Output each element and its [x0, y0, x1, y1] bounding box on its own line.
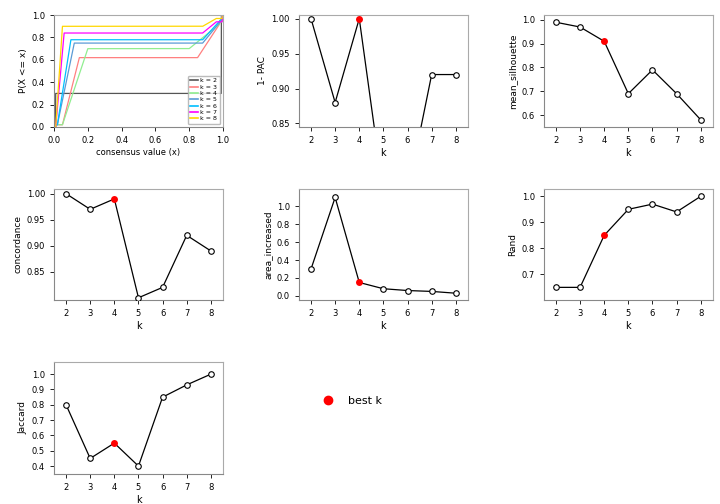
Y-axis label: mean_silhouette: mean_silhouette — [508, 33, 518, 109]
Legend: best k: best k — [313, 392, 387, 410]
Y-axis label: Jaccard: Jaccard — [19, 401, 27, 434]
X-axis label: consensus value (x): consensus value (x) — [96, 148, 181, 157]
X-axis label: k: k — [381, 148, 386, 158]
Legend: k = 2, k = 3, k = 4, k = 5, k = 6, k = 7, k = 8: k = 2, k = 3, k = 4, k = 5, k = 6, k = 7… — [188, 76, 220, 124]
Y-axis label: 1- PAC: 1- PAC — [258, 56, 267, 86]
Y-axis label: P(X <= x): P(X <= x) — [19, 49, 27, 93]
Y-axis label: concordance: concordance — [13, 215, 22, 274]
X-axis label: k: k — [135, 321, 141, 331]
X-axis label: k: k — [626, 321, 631, 331]
X-axis label: k: k — [135, 494, 141, 504]
Y-axis label: area_increased: area_increased — [264, 210, 272, 279]
Y-axis label: Rand: Rand — [508, 233, 518, 256]
X-axis label: k: k — [626, 148, 631, 158]
X-axis label: k: k — [381, 321, 386, 331]
